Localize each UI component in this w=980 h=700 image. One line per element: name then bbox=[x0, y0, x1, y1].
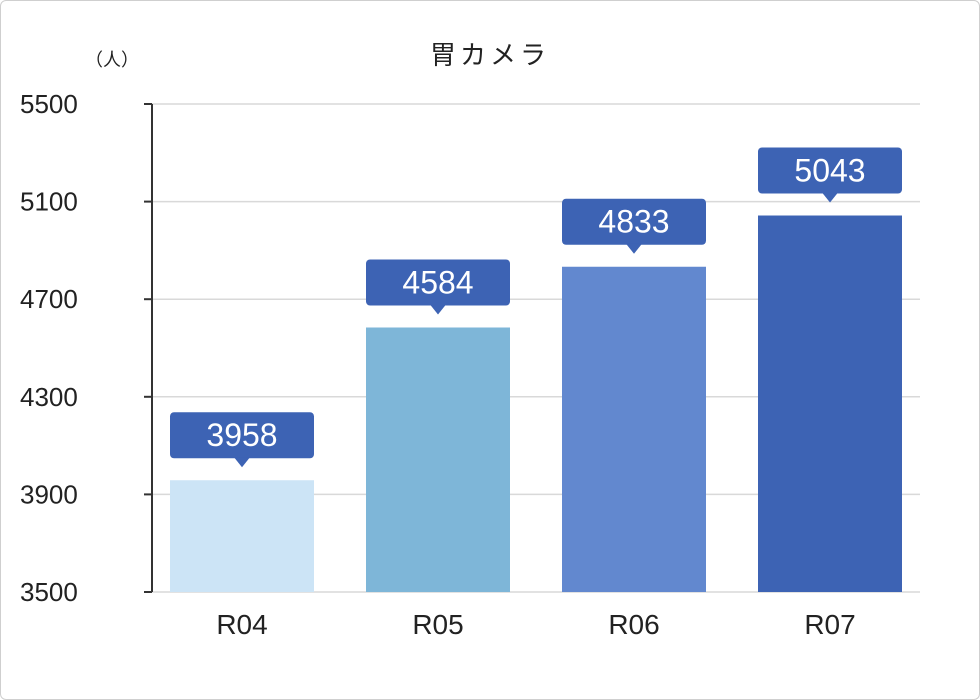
y-tick-label: 5500 bbox=[20, 89, 78, 119]
y-unit-label: （人） bbox=[85, 50, 139, 71]
x-tick-label: R06 bbox=[608, 609, 659, 640]
bar-r05 bbox=[366, 327, 510, 592]
data-label-box bbox=[758, 147, 902, 194]
y-tick-label: 3500 bbox=[20, 577, 78, 607]
x-tick-label: R07 bbox=[804, 609, 855, 640]
data-label: 3958 bbox=[206, 417, 277, 453]
y-tick-label: 4300 bbox=[20, 382, 78, 412]
data-label-pointer bbox=[234, 457, 250, 468]
x-tick-label: R05 bbox=[412, 609, 463, 640]
data-label-box bbox=[562, 198, 706, 245]
data-label-box bbox=[366, 259, 510, 306]
bar-r04 bbox=[170, 480, 314, 592]
x-tick-label: R04 bbox=[216, 609, 267, 640]
bar-r06 bbox=[562, 266, 706, 592]
bar-r07 bbox=[758, 215, 902, 592]
data-label: 4833 bbox=[598, 204, 669, 240]
y-tick-label: 5100 bbox=[20, 187, 78, 217]
data-label: 5043 bbox=[794, 153, 865, 189]
y-tick-label: 4700 bbox=[20, 284, 78, 314]
data-label-pointer bbox=[626, 243, 642, 254]
y-tick-label: 3900 bbox=[20, 479, 78, 509]
data-label-box bbox=[170, 412, 314, 459]
data-label: 4584 bbox=[402, 265, 473, 301]
chart-title: 胃カメラ bbox=[430, 41, 550, 71]
data-label-pointer bbox=[430, 304, 446, 315]
data-label-pointer bbox=[822, 192, 838, 203]
